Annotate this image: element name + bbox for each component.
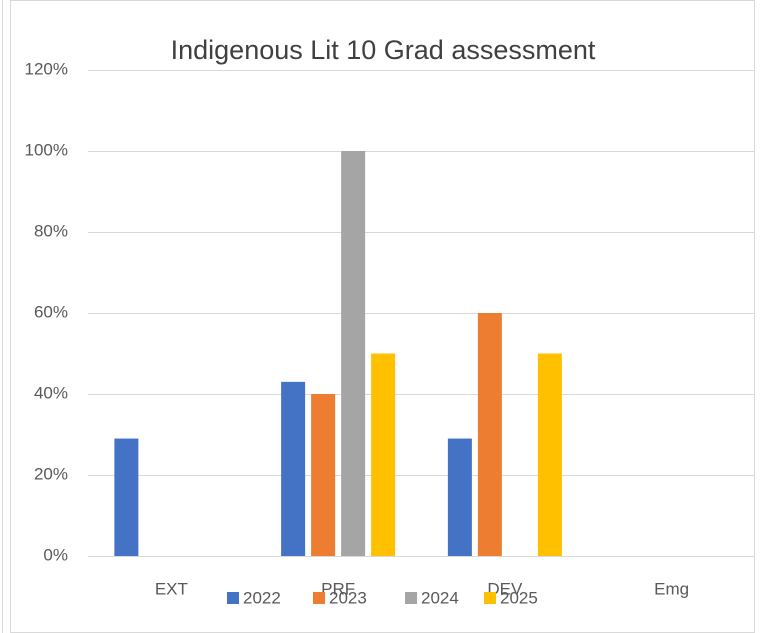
bar (311, 394, 336, 556)
bar (537, 353, 562, 556)
legend-label: 2024 (421, 588, 459, 607)
x-tick-label: EXT (155, 579, 188, 598)
x-tick-label: PRF (321, 579, 355, 598)
bar (281, 381, 306, 556)
bar (477, 313, 502, 556)
bar (341, 151, 366, 556)
legend-label: 2023 (329, 588, 367, 607)
bar (371, 353, 396, 556)
y-tick-label: 20% (34, 464, 68, 483)
legend-label: 2025 (500, 588, 538, 607)
x-tick-label: DEV (487, 579, 523, 598)
legend-swatch (227, 592, 239, 604)
legend-swatch (484, 592, 496, 604)
y-tick-label: 100% (25, 140, 68, 159)
bar (447, 438, 472, 556)
y-tick-label: 0% (43, 545, 68, 564)
y-tick-label: 120% (25, 59, 68, 78)
bar (114, 438, 139, 556)
legend-swatch (313, 592, 325, 604)
x-tick-label: Emg (654, 579, 689, 598)
legend-swatch (405, 592, 417, 604)
y-tick-label: 40% (34, 383, 68, 402)
y-tick-label: 60% (34, 302, 68, 321)
chart-title: Indigenous Lit 10 Grad assessment (171, 35, 596, 65)
legend-label: 2022 (243, 588, 281, 607)
y-tick-label: 80% (34, 221, 68, 240)
